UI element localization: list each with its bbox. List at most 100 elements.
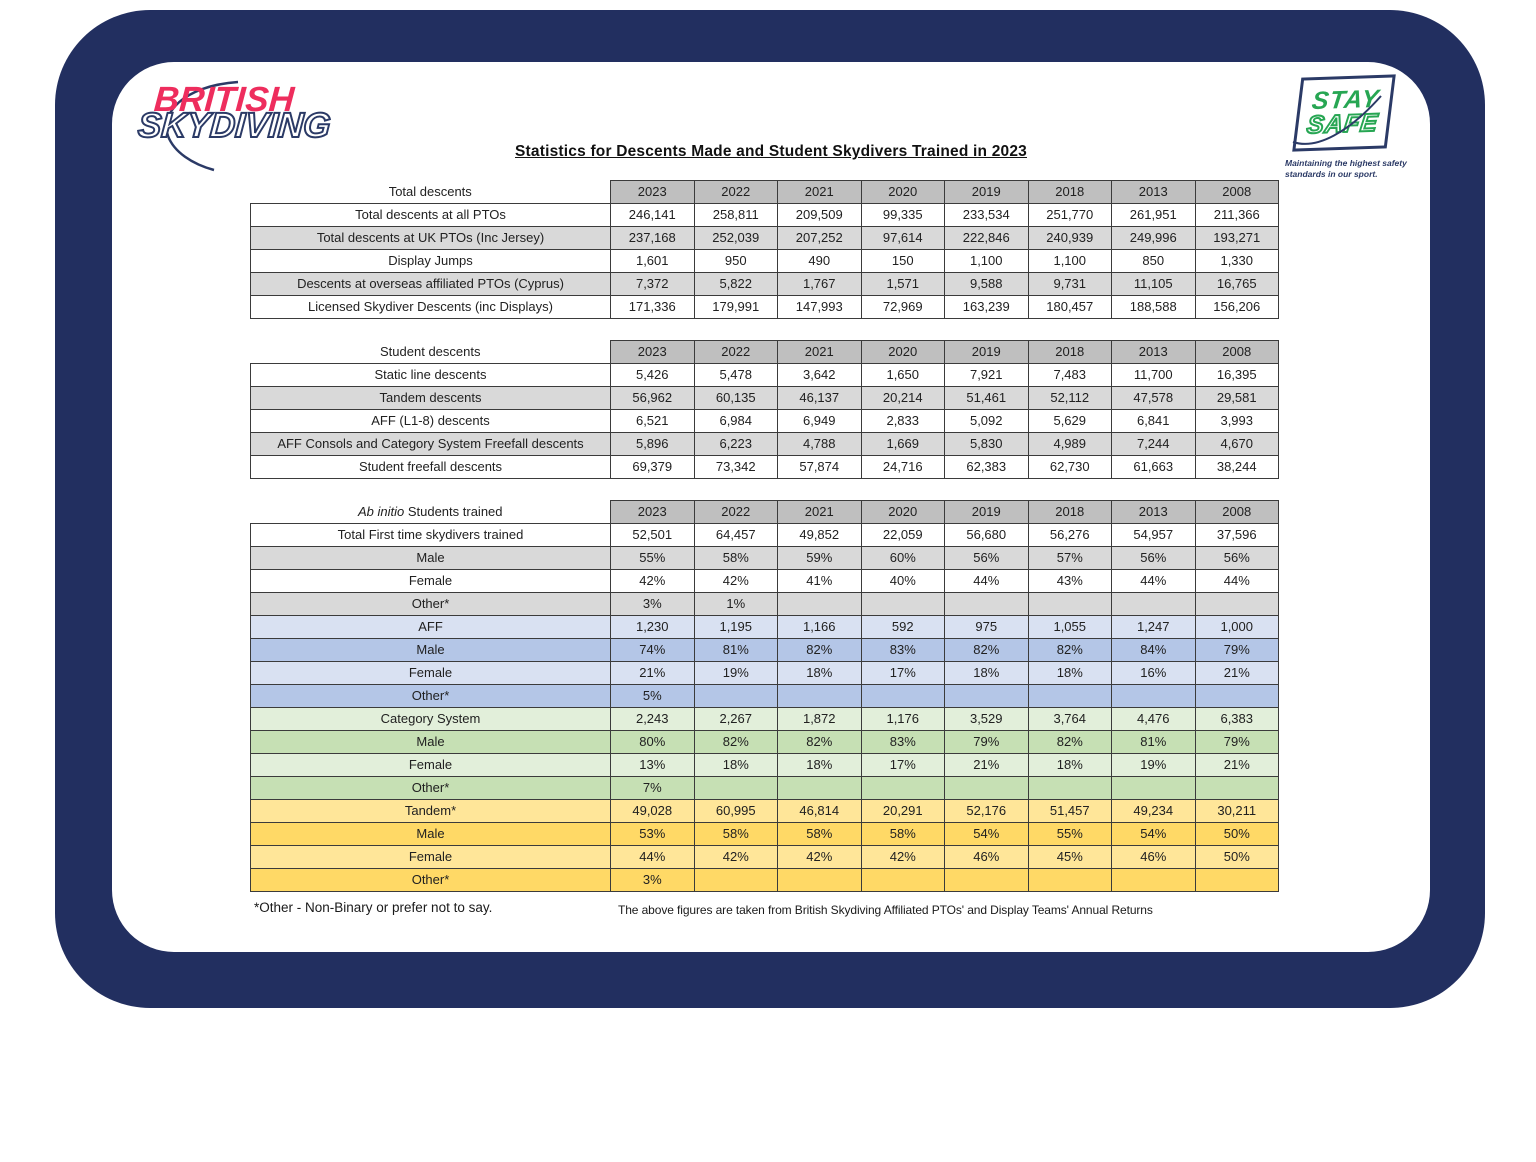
row-label: Display Jumps — [250, 249, 611, 273]
cell-value: 13% — [610, 753, 695, 777]
row-label: Licensed Skydiver Descents (inc Displays… — [250, 295, 611, 319]
cell-value: 55% — [610, 546, 695, 570]
cell-value: 69,379 — [610, 455, 695, 479]
cell-value — [944, 684, 1029, 708]
cell-value: 18% — [1027, 753, 1112, 777]
cell-value — [693, 868, 778, 892]
table-row: Female 13% 18% 18% 17% 21% 18% 19% 21% — [250, 753, 1279, 777]
table-row: Total First time skydivers trained 52,501… — [250, 523, 1279, 547]
cell-value: 1,000 — [1194, 615, 1279, 639]
cell-value — [1111, 776, 1196, 800]
cell-value: 57% — [1027, 546, 1112, 570]
year-column-header: 2013 — [1111, 340, 1196, 364]
page-title: Statistics for Descents Made and Student… — [515, 143, 1027, 160]
row-label: Female — [250, 569, 611, 593]
cell-value: 82% — [777, 638, 862, 662]
cell-value: 38,244 — [1194, 455, 1279, 479]
cell-value — [944, 776, 1029, 800]
cell-value: 18% — [777, 753, 862, 777]
cell-value: 7,483 — [1027, 363, 1112, 387]
cell-value: 5,629 — [1027, 409, 1112, 433]
cell-value: 211,366 — [1194, 203, 1279, 227]
cell-value: 60% — [860, 546, 945, 570]
logo-text-skydiving: SKYDIVING — [136, 105, 333, 146]
cell-value: 24,716 — [860, 455, 945, 479]
cell-value: 97,614 — [860, 226, 945, 250]
cell-value: 258,811 — [693, 203, 778, 227]
row-label: Other* — [250, 776, 611, 800]
cell-value: 45% — [1027, 845, 1112, 869]
cell-value: 58% — [693, 822, 778, 846]
row-label: AFF (L1-8) descents — [250, 409, 611, 433]
cell-value: 18% — [693, 753, 778, 777]
cell-value: 56% — [1194, 546, 1279, 570]
table-row: Descents at overseas affiliated PTOs (Cy… — [250, 272, 1279, 296]
row-label: AFF Consols and Category System Freefall… — [250, 432, 611, 456]
cell-value: 80% — [610, 730, 695, 754]
cell-value: 56% — [1111, 546, 1196, 570]
cell-value: 4,788 — [777, 432, 862, 456]
row-label: Other* — [250, 684, 611, 708]
cell-value: 156,206 — [1194, 295, 1279, 319]
cell-value: 44% — [1111, 569, 1196, 593]
cell-value: 171,336 — [610, 295, 695, 319]
cell-value: 46% — [1111, 845, 1196, 869]
cell-value: 55% — [1027, 822, 1112, 846]
cell-value: 4,670 — [1194, 432, 1279, 456]
cell-value: 261,951 — [1111, 203, 1196, 227]
cell-value: 84% — [1111, 638, 1196, 662]
stay-safe-tagline: Maintaining the highest safety standards… — [1285, 158, 1407, 179]
cell-value: 207,252 — [777, 226, 862, 250]
cell-value: 44% — [610, 845, 695, 869]
year-column-header: 2013 — [1111, 180, 1196, 204]
year-column-header: 2023 — [610, 500, 695, 524]
cell-value: 41% — [777, 569, 862, 593]
year-column-header: 2020 — [860, 340, 945, 364]
year-column-header: 2020 — [860, 180, 945, 204]
cell-value: 251,770 — [1027, 203, 1112, 227]
cell-value: 1,872 — [777, 707, 862, 731]
cell-value — [693, 776, 778, 800]
year-column-header: 2018 — [1027, 180, 1112, 204]
british-skydiving-logo: BRITISH SKYDIVING — [130, 80, 380, 172]
cell-value: 222,846 — [944, 226, 1029, 250]
year-column-header: 2021 — [777, 500, 862, 524]
table-row: Male 80% 82% 82% 83% 79% 82% 81% 79% — [250, 730, 1279, 754]
cell-value: 79% — [1194, 638, 1279, 662]
cell-value — [777, 776, 862, 800]
year-column-header: 2021 — [777, 180, 862, 204]
cell-value: 54% — [1111, 822, 1196, 846]
cell-value: 60,135 — [693, 386, 778, 410]
cell-value: 52,176 — [944, 799, 1029, 823]
cell-value: 2,267 — [693, 707, 778, 731]
row-label: Other* — [250, 868, 611, 892]
cell-value: 58% — [860, 822, 945, 846]
ab-initio-students-table: Ab initio Students trained 2023 2022 2021 20… — [250, 500, 1279, 892]
cell-value — [1194, 592, 1279, 616]
cell-value — [777, 684, 862, 708]
cell-value — [1111, 684, 1196, 708]
cell-value — [860, 776, 945, 800]
year-column-header: 2022 — [693, 180, 778, 204]
cell-value: 5% — [610, 684, 695, 708]
cell-value: 61,663 — [1111, 455, 1196, 479]
cell-value: 51,457 — [1027, 799, 1112, 823]
cell-value: 19% — [693, 661, 778, 685]
table-row: Tandem descents 56,962 60,135 46,137 20,214 5… — [250, 386, 1279, 410]
table-row: AFF 1,230 1,195 1,166 592 975 1,055 1,247 1,000 — [250, 615, 1279, 639]
cell-value: 58% — [693, 546, 778, 570]
cell-value: 51,461 — [944, 386, 1029, 410]
cell-value: 193,271 — [1194, 226, 1279, 250]
cell-value: 3% — [610, 592, 695, 616]
cell-value: 3,529 — [944, 707, 1029, 731]
cell-value: 1,100 — [1027, 249, 1112, 273]
row-label: Total descents at UK PTOs (Inc Jersey) — [250, 226, 611, 250]
cell-value: 52,112 — [1027, 386, 1112, 410]
year-column-header: 2018 — [1027, 500, 1112, 524]
cell-value: 3,993 — [1194, 409, 1279, 433]
cell-value: 950 — [693, 249, 778, 273]
table-row: Total descents at UK PTOs (Inc Jersey) 23… — [250, 226, 1279, 250]
cell-value — [1194, 776, 1279, 800]
cell-value — [860, 868, 945, 892]
row-label: Female — [250, 753, 611, 777]
